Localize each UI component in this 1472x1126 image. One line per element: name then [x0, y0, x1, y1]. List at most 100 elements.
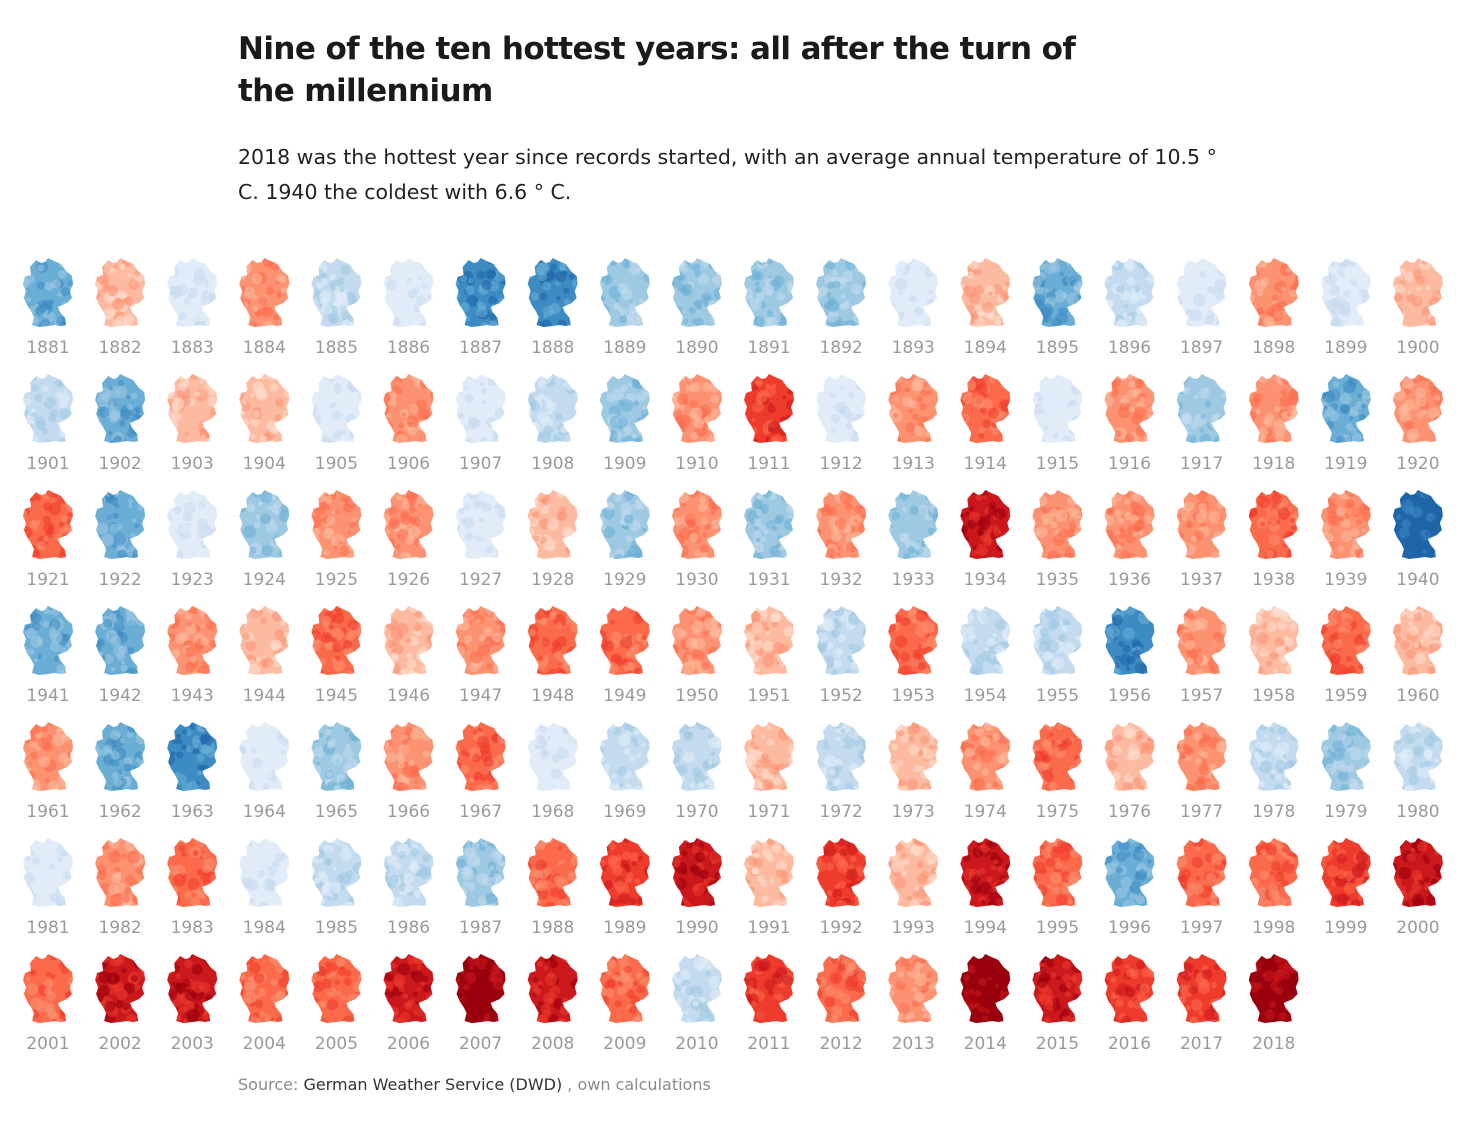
map-texture-spot — [167, 386, 175, 396]
map-texture-spot — [498, 838, 506, 845]
year-map-1909 — [599, 374, 650, 443]
map-texture-spot — [704, 523, 711, 531]
map-texture-spot — [985, 513, 992, 520]
map-texture-spot — [641, 433, 650, 443]
map-texture-spot — [311, 515, 322, 528]
map-texture-spot — [1062, 435, 1072, 443]
year-map-1933 — [888, 490, 939, 559]
map-texture-spot — [250, 610, 260, 620]
map-texture-spot — [557, 319, 567, 327]
map-texture-spot — [1058, 528, 1069, 539]
map-texture-spot — [1073, 731, 1079, 738]
map-texture-spot — [243, 286, 255, 298]
map-texture-spot — [311, 896, 316, 904]
map-texture-spot — [787, 610, 794, 619]
map-texture-spot — [461, 667, 467, 673]
year-map-1922 — [95, 490, 146, 559]
map-texture-spot — [909, 658, 920, 668]
map-texture-spot — [316, 669, 324, 675]
map-texture-spot — [346, 552, 355, 559]
map-texture-spot — [888, 431, 897, 440]
map-texture-spot — [1001, 434, 1011, 443]
map-texture-spot — [645, 656, 650, 664]
map-texture-spot — [1128, 389, 1137, 398]
map-texture-spot — [68, 606, 73, 616]
map-texture-spot — [414, 786, 420, 791]
year-label: 1918 — [1252, 454, 1295, 474]
map-texture-spot — [760, 525, 766, 531]
map-texture-spot — [675, 382, 680, 387]
map-texture-spot — [1123, 303, 1129, 309]
map-texture-spot — [966, 667, 976, 675]
map-texture-spot — [1058, 633, 1067, 642]
map-texture-spot — [1052, 606, 1062, 612]
map-texture-spot — [175, 733, 182, 739]
map-texture-spot — [125, 874, 136, 885]
map-texture-spot — [422, 750, 431, 758]
map-texture-spot — [1326, 782, 1332, 788]
map-texture-spot — [1411, 490, 1422, 499]
map-texture-spot — [826, 258, 834, 263]
map-texture-spot — [966, 626, 975, 635]
map-texture-spot — [1428, 730, 1441, 743]
map-texture-spot — [426, 294, 431, 299]
map-texture-spot — [701, 518, 708, 525]
map-texture-spot — [992, 781, 999, 788]
map-texture-spot — [643, 273, 650, 283]
map-texture-spot — [701, 661, 710, 671]
map-texture-spot — [1132, 492, 1142, 502]
map-texture-spot — [212, 902, 218, 907]
map-texture-spot — [60, 438, 66, 443]
map-texture-spot — [135, 427, 146, 438]
map-texture-spot — [1120, 394, 1131, 404]
map-texture-spot — [1032, 545, 1039, 551]
map-texture-spot — [321, 278, 328, 285]
map-texture-spot — [243, 780, 256, 791]
map-texture-spot — [643, 779, 650, 789]
map-texture-spot — [538, 869, 549, 879]
map-texture-spot — [1419, 722, 1432, 729]
map-texture-spot — [321, 395, 334, 408]
map-texture-spot — [1053, 289, 1066, 303]
map-texture-spot — [1250, 316, 1263, 327]
year-map-1978 — [1248, 722, 1299, 791]
map-texture-spot — [63, 611, 70, 618]
map-texture-spot — [826, 299, 840, 313]
map-texture-spot — [1135, 730, 1144, 738]
map-texture-spot — [239, 773, 250, 786]
map-texture-spot — [644, 311, 650, 319]
map-texture-spot — [960, 513, 965, 521]
map-texture-spot — [908, 295, 917, 304]
year-map-1929 — [599, 490, 650, 559]
small-multiples-grid: 1881 1882 1883 1884 1885 1886 1887 1888 1889 1890… — [23, 258, 1443, 1054]
map-texture-spot — [169, 320, 180, 327]
year-label: 1892 — [819, 338, 862, 358]
map-texture-spot — [1007, 661, 1011, 667]
map-texture-spot — [978, 426, 986, 434]
map-texture-spot — [1201, 751, 1209, 759]
map-texture-spot — [1435, 374, 1443, 379]
map-texture-spot — [933, 490, 938, 495]
map-texture-spot — [633, 727, 641, 735]
map-texture-spot — [1269, 774, 1276, 780]
map-texture-spot — [201, 606, 208, 611]
map-texture-spot — [530, 315, 536, 321]
map-texture-spot — [281, 852, 287, 857]
map-texture-spot — [280, 661, 288, 669]
map-texture-spot — [781, 545, 786, 550]
map-texture-spot — [409, 636, 419, 646]
map-texture-spot — [130, 532, 136, 539]
map-texture-spot — [784, 414, 794, 424]
map-texture-spot — [44, 281, 54, 291]
map-texture-spot — [987, 722, 993, 727]
map-texture-spot — [755, 508, 763, 516]
map-texture-spot — [609, 259, 617, 267]
map-texture-spot — [844, 319, 856, 327]
map-texture-spot — [416, 295, 426, 305]
map-texture-spot — [1345, 270, 1351, 276]
map-texture-spot — [280, 276, 287, 283]
map-texture-spot — [167, 779, 176, 788]
map-texture-spot — [646, 505, 650, 511]
map-texture-spot — [1114, 509, 1123, 518]
map-texture-spot — [456, 773, 464, 780]
